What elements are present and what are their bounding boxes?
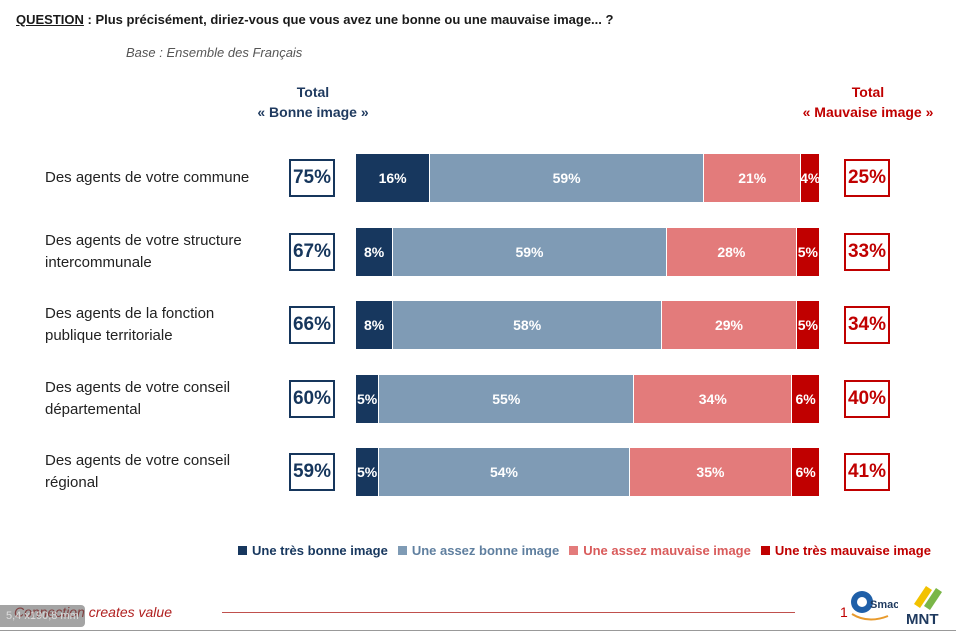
bar-value-label: 5%	[797, 317, 818, 333]
bar-segment-tres-bonne: 5%	[356, 448, 380, 496]
bar-segment-assez-mauvaise: 35%	[629, 448, 793, 496]
legend-label: Une assez mauvaise image	[583, 543, 751, 558]
bar-segment-tres-bonne: 8%	[356, 301, 394, 349]
category-label-line: Des agents de votre structure	[45, 231, 242, 249]
total-good-header: Total « Bonne image »	[213, 82, 413, 122]
bar-segment-tres-mauvaise: 5%	[796, 301, 820, 349]
total-bad-value: 25%	[844, 159, 890, 197]
total-good-value: 67%	[289, 232, 335, 271]
total-bad-value: 33%	[844, 232, 890, 271]
bar-segment-assez-mauvaise: 21%	[704, 154, 802, 202]
bar-segment-tres-mauvaise: 6%	[792, 448, 820, 496]
bar-segment-tres-bonne: 16%	[356, 154, 431, 202]
category-label-line: Des agents de la fonction	[45, 305, 215, 322]
total-bad-value: 40%	[844, 379, 890, 418]
bar-value-label: 54%	[489, 464, 518, 480]
total-good-line2: « Bonne image »	[257, 104, 369, 120]
bar-segment-assez-bonne: 59%	[430, 154, 704, 202]
bar-value-label: 29%	[714, 317, 744, 333]
bar-value-label: 35%	[696, 464, 725, 480]
question-body: : Plus précisément, diriez-vous que vous…	[83, 12, 614, 27]
bar-value-label: 5%	[356, 464, 378, 480]
total-good-value: 59%	[289, 453, 335, 491]
smacl-logo-icon: Smacl	[851, 591, 898, 621]
category-label-line: publique territoriale	[45, 327, 173, 344]
bar-value-label: 21%	[738, 170, 767, 186]
total-bad-value: 34%	[844, 306, 890, 344]
total-bad-header: Total « Mauvaise image »	[768, 82, 956, 122]
total-good-value: 75%	[289, 159, 335, 197]
bar-value-label: 8%	[363, 243, 385, 260]
legend-item: Une assez bonne image	[397, 543, 560, 558]
bar-value-label: 59%	[552, 170, 581, 186]
category-label-line: régional	[45, 474, 99, 491]
bar-segment-tres-mauvaise: 4%	[800, 154, 821, 202]
bar-value-label: 16%	[378, 170, 407, 186]
category-label-line: départemental	[45, 400, 141, 418]
category-label: Des agents de votre structure intercommun…	[45, 230, 285, 274]
question-label: QUESTION	[16, 12, 84, 27]
category-label: Des agents de la fonction publique territ…	[45, 303, 285, 347]
page-number: 1	[840, 604, 848, 620]
bar-segment-assez-mauvaise: 34%	[634, 374, 793, 423]
legend-swatch	[760, 546, 770, 555]
bar-value-label: 4%	[800, 170, 821, 186]
question-text: QUESTION : Plus précisément, diriez-vous…	[16, 12, 613, 27]
bar-value-label: 58%	[513, 317, 542, 333]
bar-value-label: 6%	[795, 464, 816, 480]
total-bad-line1: Total	[851, 84, 885, 100]
bar-segment-tres-bonne: 5%	[356, 374, 380, 423]
category-label-line: Des agents de votre conseil	[45, 378, 231, 396]
category-label-line: intercommunale	[45, 253, 152, 271]
bar-value-label: 6%	[795, 390, 816, 407]
legend-item: Une très mauvaise image	[760, 543, 931, 558]
total-good-value: 66%	[289, 306, 335, 344]
base-note: Base : Ensemble des Français	[126, 45, 303, 60]
bar-segment-tres-mauvaise: 6%	[792, 374, 820, 423]
legend-swatch	[397, 546, 407, 555]
category-label: Des agents de votre commune	[45, 167, 285, 189]
bar-value-label: 59%	[515, 243, 544, 260]
category-label-line: Des agents de votre conseil	[45, 452, 231, 469]
bar-value-label: 5%	[797, 243, 818, 260]
category-label: Des agents de votre conseil départemental	[45, 377, 285, 421]
bar-segment-tres-bonne: 8%	[356, 227, 394, 276]
bar-value-label: 55%	[492, 390, 521, 407]
legend-item: Une très bonne image	[238, 543, 388, 558]
total-bad-line2: « Mauvaise image »	[802, 104, 934, 120]
bar-segment-assez-bonne: 59%	[393, 227, 667, 276]
bar-segment-tres-mauvaise: 5%	[796, 227, 820, 276]
legend-swatch	[238, 546, 247, 555]
bar-segment-assez-bonne: 55%	[379, 374, 635, 423]
total-good-line1: Total	[296, 84, 330, 100]
bar-value-label: 5%	[356, 390, 378, 407]
legend-swatch	[569, 546, 579, 555]
bar-value-label: 34%	[698, 390, 727, 407]
legend-label: Une très bonne image	[252, 543, 388, 558]
chart-legend: Une très bonne image Une assez bonne imag…	[238, 543, 946, 558]
bar-segment-assez-mauvaise: 29%	[662, 301, 797, 349]
total-good-value: 60%	[289, 379, 335, 418]
bar-segment-assez-bonne: 54%	[379, 448, 630, 496]
category-label-line: Des agents de votre commune	[45, 169, 250, 186]
legend-label: Une très mauvaise image	[774, 543, 931, 558]
dimension-badge: 5,4 x190,8 mm	[0, 605, 85, 627]
bar-value-label: 8%	[363, 317, 385, 333]
total-bad-value: 41%	[844, 453, 890, 491]
mnt-logo-text: MNT	[906, 611, 939, 628]
footer-divider	[222, 612, 795, 613]
legend-item: Une assez mauvaise image	[569, 543, 751, 558]
mnt-logo-icon: MNT	[906, 586, 942, 628]
smacl-logo-text: Smacl	[870, 599, 898, 611]
bar-segment-assez-mauvaise: 28%	[666, 227, 797, 276]
footer-bottom-divider	[0, 630, 956, 631]
bar-value-label: 28%	[717, 243, 746, 260]
bar-segment-assez-bonne: 58%	[393, 301, 663, 349]
legend-label: Une assez bonne image	[411, 543, 560, 558]
category-label: Des agents de votre conseil régional	[45, 450, 285, 494]
